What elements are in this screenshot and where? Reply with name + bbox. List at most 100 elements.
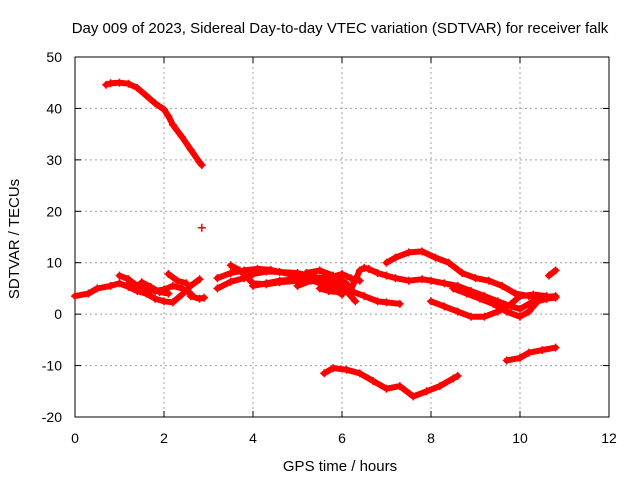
data-point bbox=[409, 392, 418, 401]
data-point bbox=[351, 297, 360, 306]
data-point bbox=[168, 298, 177, 307]
data-point bbox=[395, 299, 404, 308]
data-point bbox=[444, 258, 453, 267]
data-point bbox=[544, 271, 553, 280]
axis-ticks: 0 2 4 6 8 10 12 -20 -10 0 10 20 30 40 50 bbox=[42, 49, 617, 446]
data-point bbox=[160, 105, 168, 114]
y-tick-label: -20 bbox=[42, 409, 62, 425]
x-axis-label: GPS time / hours bbox=[283, 458, 397, 475]
data-point bbox=[484, 276, 493, 285]
series-trace-17 bbox=[449, 284, 551, 321]
data-point bbox=[226, 277, 235, 286]
data-point bbox=[427, 297, 435, 306]
data-point bbox=[533, 297, 542, 306]
series-trace-markers bbox=[252, 272, 361, 287]
data-point bbox=[186, 292, 195, 301]
data-point bbox=[182, 279, 191, 288]
data-point bbox=[160, 297, 168, 306]
data-point bbox=[133, 283, 142, 292]
data-point bbox=[249, 281, 257, 290]
y-tick-label: 40 bbox=[46, 100, 62, 116]
series-trace-7 bbox=[186, 292, 209, 303]
data-point bbox=[168, 281, 177, 290]
data-point bbox=[213, 274, 222, 283]
data-point bbox=[142, 91, 151, 100]
data-point bbox=[168, 120, 177, 129]
data-point bbox=[106, 281, 115, 290]
y-tick-label: 20 bbox=[46, 203, 62, 219]
chart-title: Day 009 of 2023, Sidereal Day-to-day VTE… bbox=[72, 20, 609, 37]
y-axis-label: SDTVAR / TECUs bbox=[6, 179, 23, 299]
data-point bbox=[177, 284, 186, 293]
y-tick-label: 50 bbox=[46, 49, 62, 65]
data-point bbox=[226, 261, 235, 270]
data-point bbox=[284, 270, 293, 279]
data-point bbox=[551, 266, 560, 275]
series-trace-13 bbox=[302, 266, 355, 294]
data-point bbox=[427, 276, 435, 285]
data-point bbox=[516, 312, 524, 321]
x-tick-label: 2 bbox=[160, 430, 168, 446]
data-point bbox=[200, 293, 209, 302]
data-point bbox=[93, 284, 102, 293]
data-point bbox=[275, 276, 284, 285]
data-point bbox=[449, 284, 458, 293]
data-point bbox=[115, 271, 124, 280]
data-point bbox=[164, 112, 173, 121]
data-point bbox=[538, 346, 547, 355]
data-point bbox=[516, 305, 524, 313]
data-point bbox=[84, 289, 93, 298]
series-trace-5 bbox=[124, 278, 173, 298]
data-point bbox=[333, 281, 342, 290]
data-point bbox=[315, 284, 324, 293]
series-trace bbox=[545, 267, 559, 279]
x-tick-label: 12 bbox=[601, 430, 617, 446]
data-point bbox=[133, 83, 142, 92]
data-point bbox=[226, 269, 235, 277]
data-point bbox=[391, 253, 400, 262]
series-trace-markers bbox=[127, 281, 169, 295]
series-trace-18 bbox=[544, 266, 560, 280]
y-tick-label: -10 bbox=[42, 358, 62, 374]
data-point bbox=[373, 297, 382, 306]
data-point bbox=[364, 264, 373, 273]
data-point bbox=[418, 247, 427, 256]
data-point bbox=[516, 353, 524, 362]
series-trace-19 bbox=[320, 364, 462, 401]
series-trace-markers bbox=[506, 346, 556, 362]
data-series bbox=[71, 78, 560, 401]
data-point bbox=[124, 279, 133, 288]
data-point bbox=[253, 264, 262, 273]
data-point bbox=[382, 271, 391, 280]
data-point bbox=[320, 369, 329, 378]
data-point bbox=[213, 284, 222, 293]
series-trace-2 bbox=[197, 223, 206, 232]
data-point bbox=[516, 292, 524, 301]
data-point bbox=[197, 161, 206, 169]
grid-lines bbox=[75, 57, 609, 417]
data-point bbox=[115, 78, 124, 87]
data-point bbox=[293, 281, 302, 290]
data-point bbox=[524, 307, 533, 316]
data-point bbox=[382, 298, 391, 307]
data-point bbox=[262, 279, 271, 288]
data-point bbox=[106, 79, 115, 88]
series-trace-20 bbox=[502, 343, 560, 365]
data-point bbox=[440, 302, 449, 311]
data-point bbox=[355, 369, 364, 378]
x-tick-label: 6 bbox=[338, 430, 346, 446]
data-point bbox=[338, 270, 346, 279]
series-trace bbox=[503, 344, 559, 364]
x-tick-label: 10 bbox=[512, 430, 528, 446]
data-point bbox=[395, 382, 404, 391]
series-trace-16 bbox=[427, 290, 551, 321]
data-point bbox=[151, 294, 160, 303]
series-trace-1 bbox=[102, 78, 206, 169]
data-point bbox=[471, 274, 480, 283]
data-point bbox=[360, 263, 369, 272]
data-point bbox=[102, 80, 111, 89]
data-point bbox=[177, 132, 186, 141]
data-point bbox=[382, 258, 391, 267]
data-point bbox=[329, 271, 338, 280]
